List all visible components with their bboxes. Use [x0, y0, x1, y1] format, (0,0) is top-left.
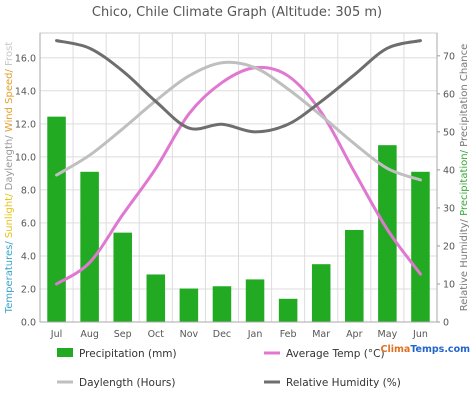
precipitation-bar: [345, 229, 364, 322]
right-tick-label: 30: [443, 203, 455, 214]
precipitation-bar: [179, 288, 199, 322]
x-tick-label: Jul: [50, 329, 62, 340]
left-tick-label: 14.0: [15, 86, 36, 97]
precipitation-bar: [311, 264, 331, 322]
left-tick-label: 6.0: [21, 218, 36, 229]
daylength-line: [55, 60, 422, 182]
right-tick-label: 50: [443, 127, 455, 138]
precipitation-bar: [245, 279, 265, 322]
right-axis-title: Relative Humidity/ Precipitation/ Precip…: [459, 44, 470, 312]
precipitation-bar: [80, 171, 99, 322]
x-tick-label: Sep: [114, 329, 132, 340]
average-temp-line: [55, 65, 422, 286]
right-tick-label: 70: [443, 51, 455, 62]
left-axis-title-part: Sunlight/: [4, 193, 15, 241]
precipitation-bar: [212, 286, 232, 322]
left-tick-label: 10.0: [15, 152, 36, 163]
x-tick-label: Jun: [412, 329, 428, 340]
precipitation-bar: [378, 145, 397, 322]
left-tick-label: 12.0: [15, 119, 36, 130]
brand-logo-text: ClimaTemps.com: [381, 344, 471, 355]
right-axis-title-part: Precipitation Chance: [459, 44, 470, 150]
left-tick-label: 0.0: [21, 318, 36, 329]
legend-label: Relative Humidity (%): [286, 377, 401, 389]
x-tick-label: Nov: [180, 329, 199, 340]
relative-humidity-line: [55, 39, 422, 134]
right-axis-title-part: Relative Humidity/: [459, 218, 470, 311]
right-tick-label: 60: [443, 89, 455, 100]
right-tick-label: 0: [443, 318, 449, 329]
chart-title: Chico, Chile Climate Graph (Altitude: 30…: [92, 5, 382, 20]
right-tick-label: 20: [443, 241, 455, 252]
right-tick-label: 40: [443, 165, 455, 176]
left-tick-label: 4.0: [21, 251, 36, 262]
right-axis-title-part: Precipitation/: [459, 149, 470, 219]
x-tick-label: Dec: [213, 329, 231, 340]
left-tick-label: 2.0: [21, 284, 36, 295]
x-tick-label: Feb: [280, 329, 297, 340]
precipitation-bar: [47, 116, 66, 322]
right-tick-label: 10: [443, 279, 455, 290]
x-tick-label: Jan: [247, 329, 263, 340]
left-axis-title-part: Temperatures/: [4, 241, 15, 315]
left-axis-title-part: Wind Speed/: [4, 69, 15, 136]
legend-label: Average Temp (°C): [286, 348, 385, 360]
left-tick-label: 16.0: [15, 53, 36, 64]
x-tick-label: May: [378, 329, 398, 340]
precipitation-bar: [146, 274, 166, 322]
left-tick-label: 8.0: [21, 185, 36, 196]
x-tick-label: Oct: [148, 329, 165, 340]
legend-label: Precipitation (mm): [79, 348, 177, 360]
precipitation-bar: [113, 232, 132, 322]
precipitation-bar: [411, 171, 430, 322]
legend-label: Daylength (Hours): [79, 377, 176, 389]
left-axis-title-part: Frost: [4, 42, 15, 69]
x-tick-label: Mar: [312, 329, 330, 340]
precipitation-bar: [278, 298, 298, 322]
x-tick-label: Apr: [346, 329, 363, 340]
left-axis-title: Temperatures/ Sunlight/ Daylength/ Wind …: [4, 42, 15, 314]
legend-swatch: [57, 348, 73, 357]
x-tick-label: Aug: [80, 329, 99, 340]
left-axis-title-part: Daylength/: [4, 135, 15, 194]
